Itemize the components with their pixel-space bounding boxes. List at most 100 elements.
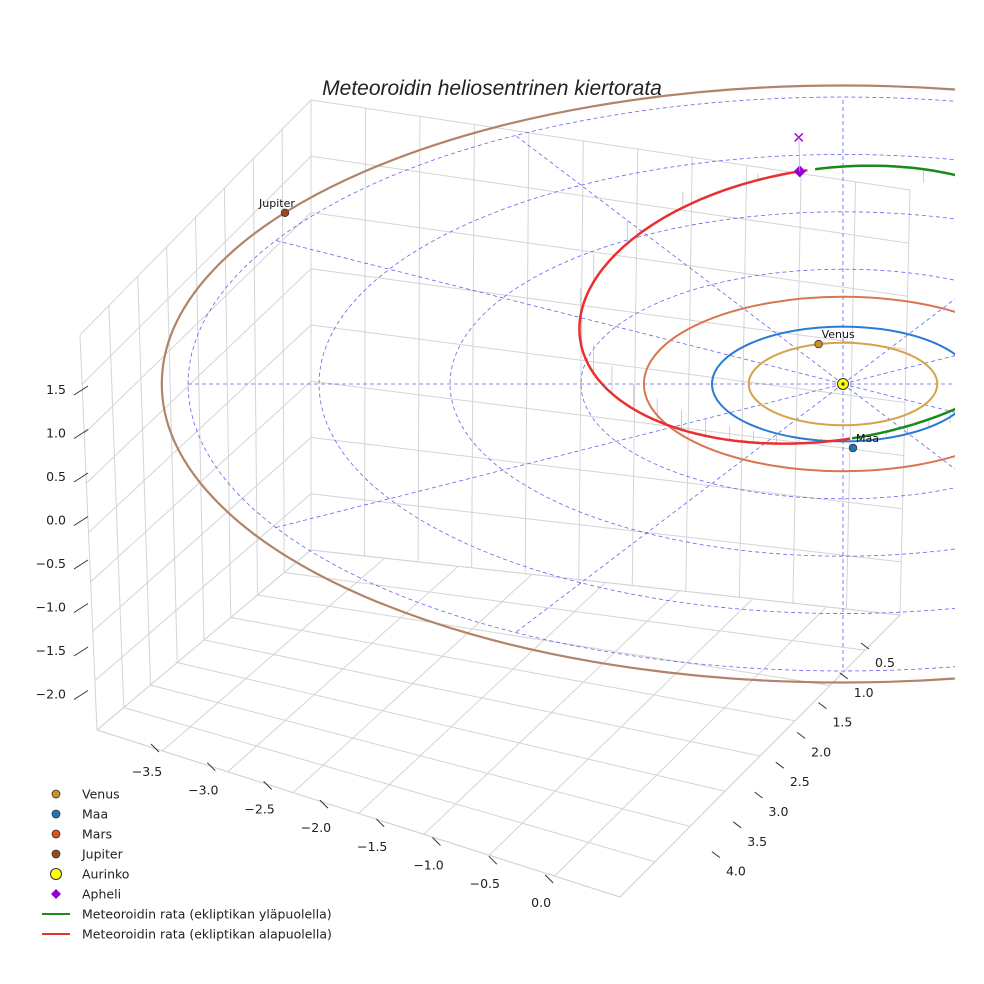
x-tick-mark [544, 874, 554, 884]
orbit-jupiter [160, 84, 955, 684]
axis-edge-front [96, 729, 621, 898]
orbit-venus [747, 341, 939, 427]
legend-label: Aurinko [82, 867, 129, 882]
grid-line [79, 99, 312, 336]
legend-item: Apheli [51, 887, 121, 902]
y-tick-label: 3.5 [747, 834, 767, 849]
planet-jupiter [280, 208, 290, 217]
z-tick-label: 1.5 [46, 382, 66, 397]
planet-label-maa: Maa [856, 432, 879, 445]
grid-line [310, 212, 908, 297]
x-tick-label: −1.0 [413, 858, 443, 873]
y-tick-label: 0.5 [875, 655, 895, 670]
z-tick-mark [73, 472, 89, 483]
z-tick-mark [73, 690, 89, 700]
legend-marker [51, 849, 61, 859]
ecliptic-spoke [515, 135, 844, 385]
planet-mars [972, 315, 980, 323]
grid-line [310, 549, 901, 616]
planet-label-mars: Mars [979, 303, 984, 316]
z-tick-label: −1.5 [36, 643, 66, 658]
axis-ticks: 1.51.00.50.0−0.5−1.0−1.5−2.0−3.5−3.0−2.5… [36, 382, 895, 910]
grid-line [310, 493, 902, 563]
grid-line [310, 99, 911, 191]
legend: Venus Maa Mars Jupiter Aurinko Apheli Meteoroi… [42, 787, 332, 942]
legend-label: Jupiter [81, 847, 124, 862]
aphelion-drop-line [798, 137, 801, 172]
grid-line [310, 380, 904, 457]
y-tick-mark [860, 642, 870, 650]
grid-line [92, 437, 312, 632]
x-tick-mark [150, 743, 160, 753]
x-tick-label: −3.0 [188, 783, 218, 798]
x-tick-mark [263, 781, 272, 790]
grid-line [90, 380, 312, 583]
y-tick-mark [754, 791, 763, 799]
markers: Venus Maa Mars Jupiter [258, 132, 984, 453]
y-tick-mark [711, 851, 721, 858]
sun-center [841, 382, 845, 386]
legend-item: Mars [51, 827, 112, 842]
grid-line [83, 212, 312, 435]
grid-line [310, 155, 909, 244]
planet-label-venus: Venus [822, 328, 855, 341]
legend-item: Maa [51, 807, 108, 822]
grid-line [284, 572, 866, 651]
y-tick-mark [818, 702, 827, 709]
planet-label-jupiter: Jupiter [258, 197, 295, 210]
grid-line [310, 437, 903, 510]
y-tick-mark [775, 761, 785, 769]
x-tick-mark [375, 818, 385, 828]
y-tick-label: 2.5 [790, 774, 810, 789]
chart-title: Meteoroidin heliosentrinen kiertorata [322, 77, 662, 100]
z-tick-mark [73, 516, 89, 526]
grid-line [203, 639, 761, 757]
y-tick-label: 4.0 [726, 864, 746, 879]
x-tick-mark [319, 799, 329, 809]
legend-label: Apheli [82, 887, 121, 902]
orbit-maa [711, 325, 955, 443]
y-tick-label: 2.0 [811, 744, 831, 759]
ecliptic-spoke [275, 240, 844, 385]
meteoroid-below-ecliptic [578, 170, 851, 445]
orbit-mars [642, 295, 955, 473]
legend-marker [50, 868, 62, 880]
z-tick-label: 1.0 [46, 426, 66, 441]
x-tick-label: −0.5 [470, 876, 500, 891]
legend-marker [51, 829, 61, 839]
legend-label: Meteoroidin rata (ekliptikan yläpuolella… [82, 907, 332, 922]
axis-edge-front [619, 614, 901, 898]
ecliptic-spoke [842, 355, 955, 385]
y-tick-mark [796, 732, 806, 739]
x-tick-label: −1.5 [357, 839, 387, 854]
z-tick-label: 0.0 [46, 513, 66, 528]
grid-line [86, 268, 312, 484]
y-tick-label: 3.0 [769, 804, 789, 819]
grid-line [123, 707, 656, 863]
grid-line [230, 617, 796, 722]
ecliptic-spoke [842, 383, 955, 470]
legend-label: Mars [82, 827, 112, 842]
grid-line [257, 594, 831, 686]
legend-marker [51, 889, 61, 899]
legend-item: Meteoroidin rata (ekliptikan yläpuolella… [42, 907, 332, 922]
grid-line [150, 684, 691, 827]
grid-line [81, 155, 312, 385]
z-tick-mark [73, 429, 89, 439]
y-tick-mark [732, 821, 742, 829]
legend-label: Meteoroidin rata (ekliptikan alapuolella… [82, 927, 332, 942]
legend-label: Venus [82, 787, 120, 802]
y-tick-mark [839, 672, 849, 680]
planet-orbits [160, 84, 955, 684]
legend-marker [51, 789, 61, 799]
legend-label: Maa [82, 807, 108, 822]
legend-marker [51, 809, 61, 819]
x-tick-label: 0.0 [531, 895, 551, 910]
grid-line [94, 493, 312, 682]
meteoroid-above-ecliptic [814, 164, 955, 440]
legend-item: Meteoroidin rata (ekliptikan alapuolella… [42, 927, 332, 942]
y-tick-label: 1.5 [832, 715, 852, 730]
legend-item: Venus [51, 787, 120, 802]
grid-line [310, 324, 906, 403]
